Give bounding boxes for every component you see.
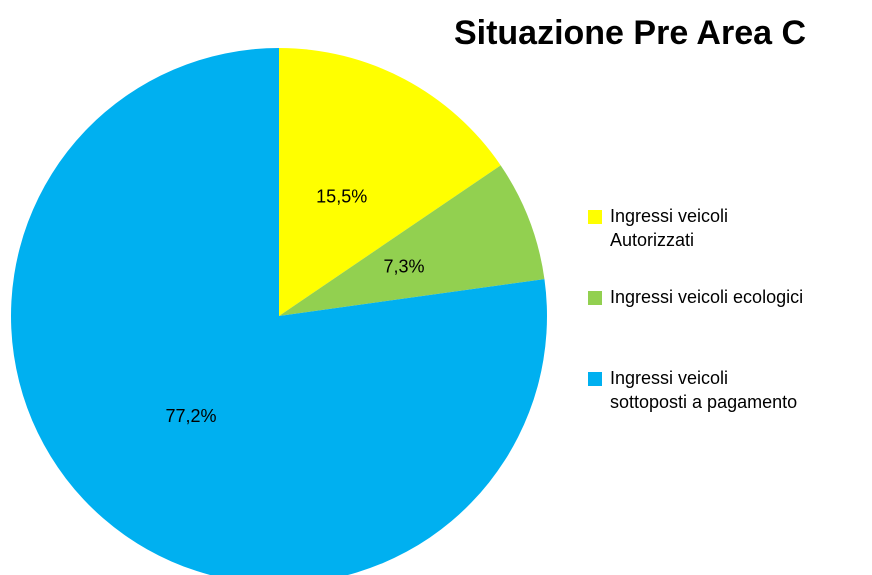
pie-slice xyxy=(279,48,501,316)
pie-slice xyxy=(11,48,547,575)
legend-label: Ingressi veicoli Autorizzati xyxy=(610,206,729,250)
data-label: 7,3% xyxy=(384,257,425,277)
data-label: 77,2% xyxy=(165,406,216,426)
legend-label: Ingressi veicoli sottoposti a pagamento xyxy=(610,368,798,412)
legend-swatch xyxy=(588,210,602,224)
legend-label: Ingressi veicoli ecologici xyxy=(610,287,804,307)
legend-swatch xyxy=(588,291,602,305)
legend-item: Ingressi veicoli sottoposti a pagamento xyxy=(588,366,872,414)
chart-title: Situazione Pre Area C xyxy=(453,14,807,52)
legend-item: Ingressi veicoli ecologici xyxy=(588,285,872,309)
pie-slice xyxy=(279,165,545,316)
data-label: 15,5% xyxy=(316,186,367,206)
legend-swatch xyxy=(588,372,602,386)
legend-item: Ingressi veicoli Autorizzati xyxy=(588,204,872,252)
